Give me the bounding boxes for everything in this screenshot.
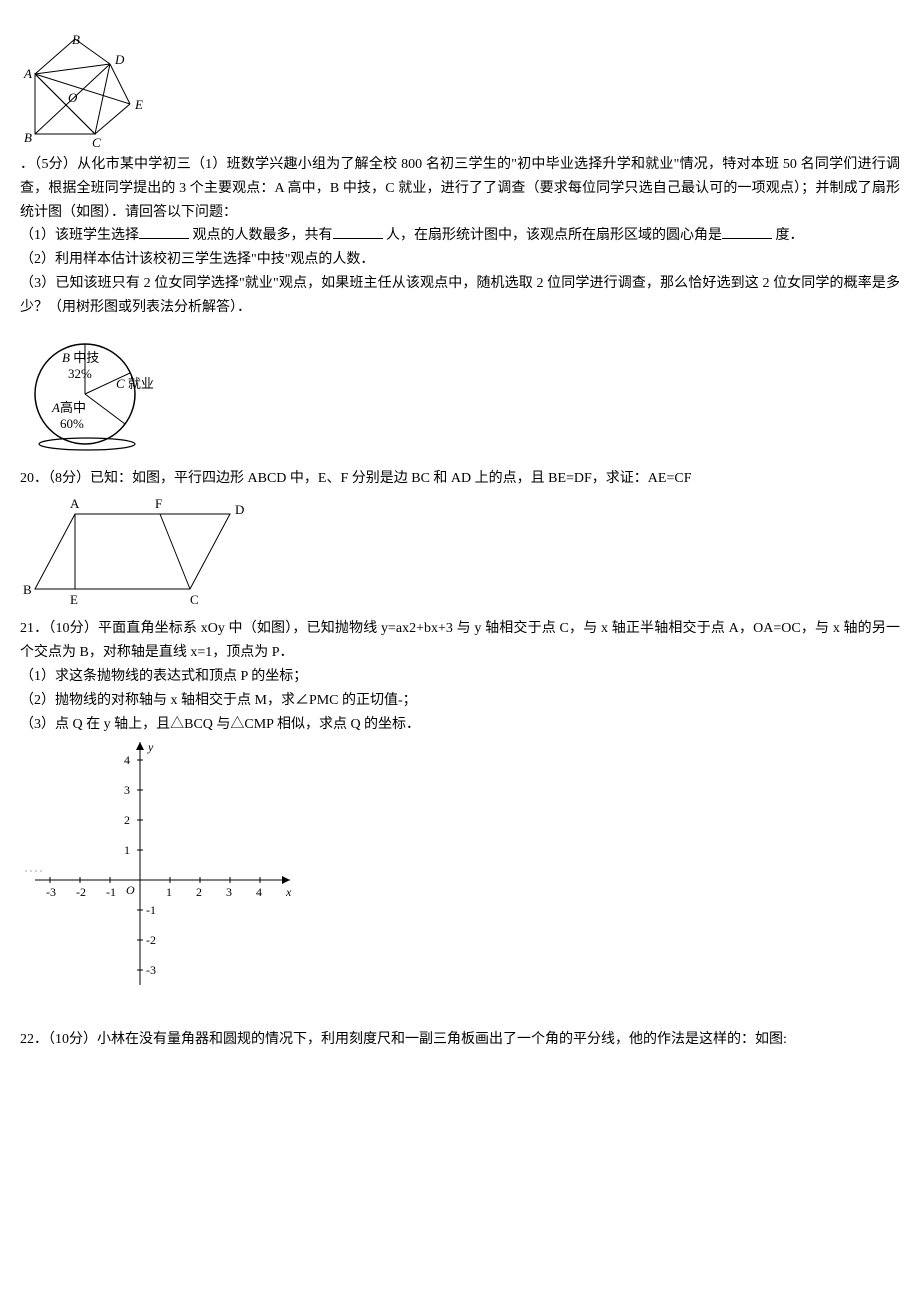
axes-svg: -3 -2 -1 1 2 3 4 -3 -2 -1 1 2 3 4 x y O: [20, 740, 330, 1020]
svg-text:1: 1: [124, 843, 130, 857]
p19-statement: ．（5分）从化市某中学初三（1）班数学兴趣小组为了解全校 800 名初三学生的"…: [20, 153, 900, 224]
p19-piechart: B 中技 32% C 就业 A高中 60%: [20, 324, 900, 459]
fig18-label-C: C: [92, 135, 101, 149]
pie-label-C: C 就业: [116, 376, 154, 391]
problem-20: 20．（8分）已知：如图，平行四边形 ABCD 中，E、F 分别是边 BC 和 …: [20, 467, 900, 610]
fig18-label-D: D: [114, 52, 125, 67]
p20-C: C: [190, 592, 199, 607]
pie-sub-A: 60%: [60, 416, 84, 431]
svg-text:2: 2: [196, 885, 202, 899]
svg-text:3: 3: [226, 885, 232, 899]
p21-q3: （3）点 Q 在 y 轴上，且△BCQ 与△CMP 相似，求点 Q 的坐标．: [20, 713, 900, 737]
svg-text:x: x: [285, 885, 292, 899]
p21-q2: （2）抛物线的对称轴与 x 轴相交于点 M，求∠PMC 的正切值-；: [20, 689, 900, 713]
p20-svg: A D B C E F: [20, 494, 260, 609]
svg-text:O: O: [126, 883, 135, 897]
svg-text:-1: -1: [146, 903, 156, 917]
pie-label-A: A高中: [51, 400, 86, 415]
svg-text:-2: -2: [146, 933, 156, 947]
fig18-label-B: B: [24, 130, 32, 145]
fig18-svg: A B C D E O B: [20, 34, 160, 149]
p20-line1: 20．（8分）已知：如图，平行四边形 ABCD 中，E、F 分别是边 BC 和 …: [20, 467, 900, 491]
svg-text:3: 3: [124, 783, 130, 797]
svg-text:-2: -2: [76, 885, 86, 899]
p19-q1c: 人，在扇形统计图中，该观点所在扇形区域的圆心角是: [386, 228, 722, 243]
svg-text:2: 2: [124, 813, 130, 827]
fig18-label-A: A: [23, 66, 32, 81]
blank-2: [333, 224, 383, 239]
p21-axes: -3 -2 -1 1 2 3 4 -3 -2 -1 1 2 3 4 x y O: [20, 740, 900, 1020]
p19-q1d: 度．: [776, 228, 804, 243]
p21-line1: 21．（10分）平面直角坐标系 xOy 中（如图），已知抛物线 y=ax2+bx…: [20, 617, 900, 665]
blank-3: [722, 224, 772, 239]
p19-q1: （1）该班学生选择 观点的人数最多，共有 人，在扇形统计图中，该观点所在扇形区域…: [20, 224, 900, 248]
p20-A: A: [70, 496, 80, 511]
svg-text:y: y: [147, 740, 154, 754]
svg-text:1: 1: [166, 885, 172, 899]
fig18-label-E: E: [134, 97, 143, 112]
svg-text:4: 4: [124, 753, 130, 767]
p19-q1b: 观点的人数最多，共有: [193, 228, 333, 243]
p20-F: F: [155, 496, 162, 511]
pie-sub-B: 32%: [68, 366, 92, 381]
p22-line1: 22．（10分）小林在没有量角器和圆规的情况下，利用刻度尺和一副三角板画出了一个…: [20, 1028, 900, 1052]
problem-21: 21．（10分）平面直角坐标系 xOy 中（如图），已知抛物线 y=ax2+bx…: [20, 617, 900, 1020]
blank-1: [139, 224, 189, 239]
pie-svg: B 中技 32% C 就业 A高中 60%: [20, 324, 170, 459]
p19-q3: （3）已知该班只有 2 位女同学选择"就业"观点，如果班主任从该观点中，随机选取…: [20, 272, 900, 320]
problem-19: ．（5分）从化市某中学初三（1）班数学兴趣小组为了解全校 800 名初三学生的"…: [20, 153, 900, 459]
p20-E: E: [70, 592, 78, 607]
svg-text:-1: -1: [106, 885, 116, 899]
p19-q1a: （1）该班学生选择: [20, 228, 139, 243]
p20-B: B: [23, 582, 32, 597]
svg-text:-3: -3: [46, 885, 56, 899]
p20-figure: A D B C E F: [20, 494, 900, 609]
svg-text:4: 4: [256, 885, 262, 899]
p19-line1: ．（5分）从化市某中学初三（1）班数学兴趣小组为了解全校 800 名初三学生的"…: [20, 157, 900, 220]
p21-q1: （1）求这条抛物线的表达式和顶点 P 的坐标；: [20, 665, 900, 689]
pie-label-B: B 中技: [62, 350, 99, 365]
svg-text:-3: -3: [146, 963, 156, 977]
problem-22: 22．（10分）小林在没有量角器和圆规的情况下，利用刻度尺和一副三角板画出了一个…: [20, 1028, 900, 1052]
fig18-label-Btop: B: [72, 34, 80, 47]
problem18-figure: A B C D E O B: [20, 34, 900, 149]
p19-q2: （2）利用样本估计该校初三学生选择"中技"观点的人数．: [20, 248, 900, 272]
p20-D: D: [235, 502, 244, 517]
fig18-label-O: O: [68, 90, 78, 105]
